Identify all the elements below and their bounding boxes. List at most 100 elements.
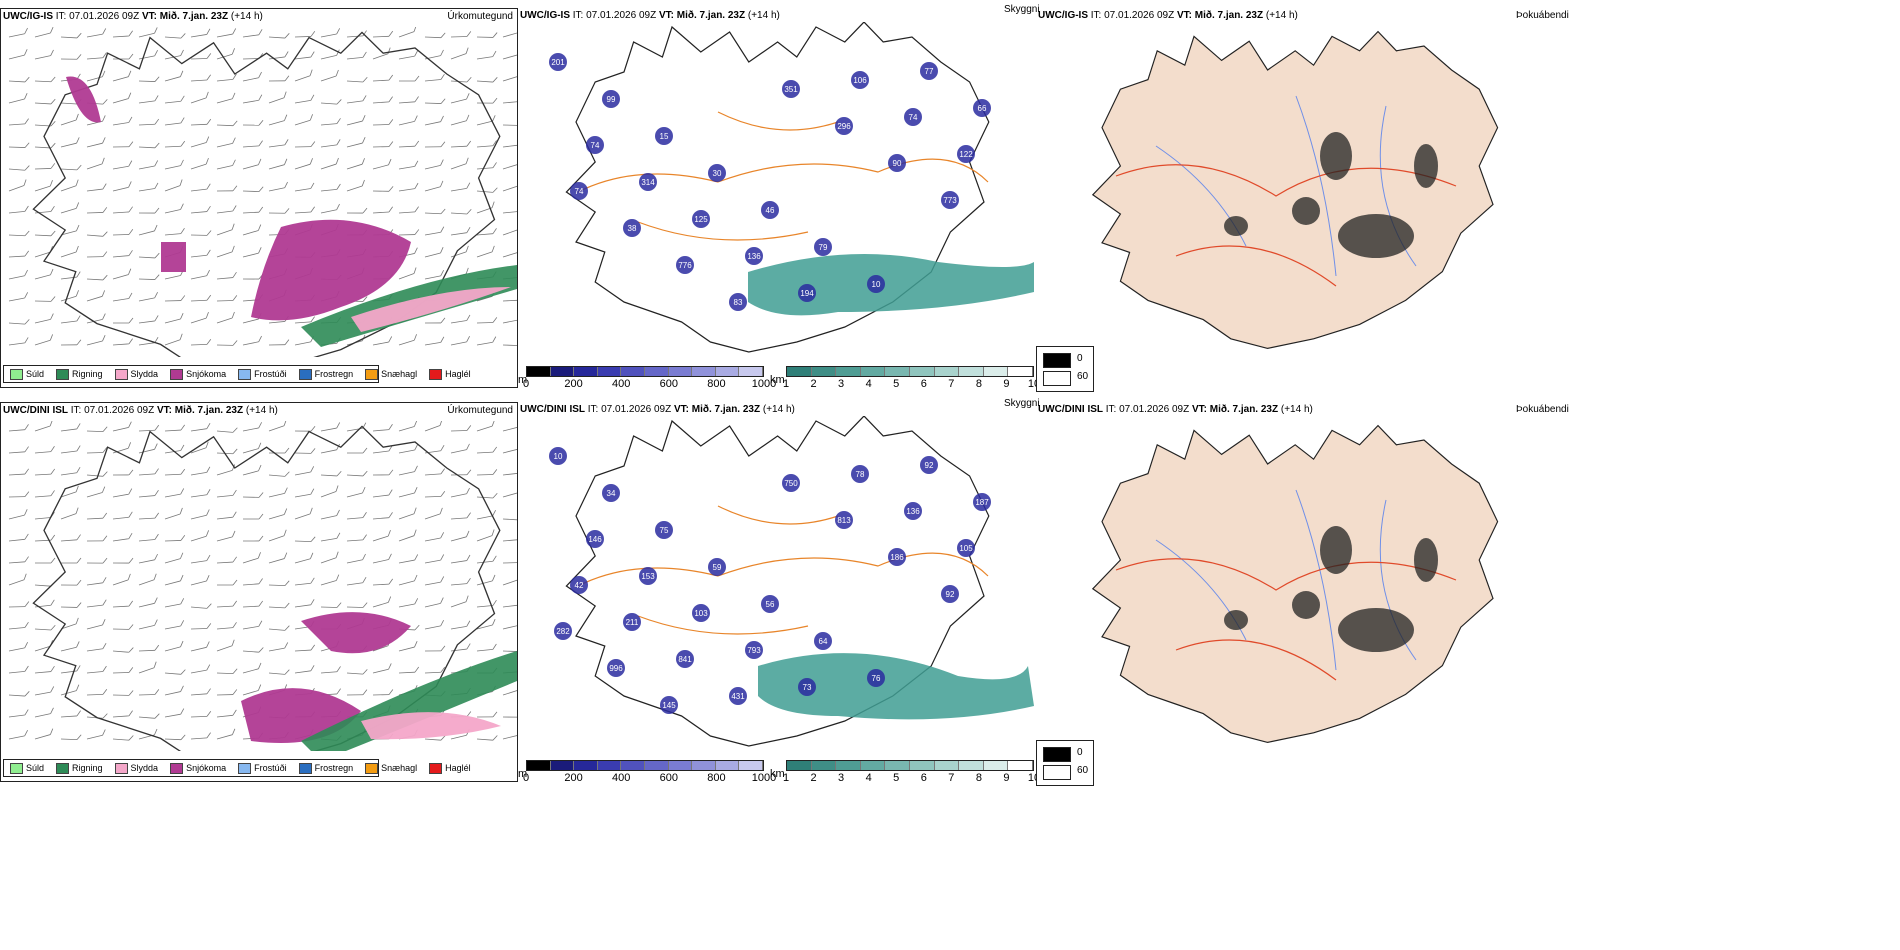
wind-barb xyxy=(138,489,159,498)
svg-text:77: 77 xyxy=(925,67,934,76)
wind-barb xyxy=(190,157,209,170)
wind-barb xyxy=(502,539,517,542)
wind-barb xyxy=(476,32,498,38)
wind-barb xyxy=(476,50,497,60)
wind-barb xyxy=(86,426,108,433)
fog-map xyxy=(1091,30,1499,350)
wind-barb xyxy=(112,532,133,542)
wind-barb xyxy=(242,335,262,346)
wind-barb xyxy=(450,425,472,432)
wind-barb xyxy=(8,292,29,302)
wind-barb xyxy=(268,642,289,652)
cloud-base-label: 776 xyxy=(676,256,694,274)
wind-barb xyxy=(502,75,517,82)
cloud-base-label: 145 xyxy=(660,696,678,714)
wind-barb xyxy=(372,119,394,126)
visibility-tick: 8 xyxy=(975,772,982,784)
legend-label: Haglél xyxy=(445,763,471,773)
wind-barb xyxy=(190,74,211,82)
wind-barb xyxy=(138,118,160,126)
wind-barb xyxy=(424,735,446,741)
wind-barb xyxy=(346,602,368,608)
cloud-base-label: 74 xyxy=(570,182,588,200)
wind-barb xyxy=(8,269,28,280)
wind-barb xyxy=(502,124,517,126)
precip-map xyxy=(8,421,517,751)
legend-label: Súld xyxy=(26,369,45,379)
wind-barb xyxy=(476,643,497,652)
wind-barb xyxy=(112,268,132,280)
wind-barb xyxy=(112,421,132,432)
wind-barb xyxy=(138,644,160,652)
wind-barb xyxy=(346,179,365,192)
wind-barb xyxy=(190,422,211,432)
wind-barb xyxy=(164,313,184,324)
wind-barb xyxy=(112,735,134,741)
wind-barb xyxy=(60,684,80,696)
wind-barb xyxy=(60,423,81,432)
wind-barb xyxy=(112,141,134,148)
wind-barb xyxy=(320,509,340,520)
wind-barb xyxy=(502,650,517,653)
legend-item: Frostregn xyxy=(298,368,353,380)
wind-barb xyxy=(398,554,419,564)
wind-barb xyxy=(190,183,211,192)
panel-header: UWC/DINI ISL IT: 07.01.2026 09Z VT: Mið.… xyxy=(3,405,278,416)
cloud-base-label: 73 xyxy=(798,678,816,696)
wind-barb xyxy=(190,509,210,520)
svg-text:314: 314 xyxy=(641,178,655,187)
fog-indicator-area xyxy=(1320,526,1352,574)
wind-barb xyxy=(398,96,419,104)
wind-barb xyxy=(190,339,212,346)
cloud-base-label: 136 xyxy=(904,502,922,520)
svg-text:996: 996 xyxy=(609,664,623,673)
wind-barb xyxy=(138,553,158,564)
cloud-base-label: 99 xyxy=(602,90,620,108)
wind-barb xyxy=(86,599,107,608)
wind-barb xyxy=(346,77,368,83)
wind-barb xyxy=(424,645,446,652)
wind-barb xyxy=(242,552,261,564)
wind-barb xyxy=(294,552,314,564)
svg-text:186: 186 xyxy=(890,553,904,562)
sleet-area xyxy=(351,287,511,332)
wind-barb xyxy=(190,311,209,324)
wind-barb xyxy=(34,446,55,454)
wind-barb xyxy=(242,29,263,38)
wind-barb xyxy=(346,115,366,126)
wind-barb xyxy=(216,622,237,630)
wind-barb xyxy=(450,335,470,346)
wind-barb xyxy=(320,574,340,586)
wind-barb xyxy=(8,691,30,697)
svg-text:841: 841 xyxy=(678,655,692,664)
svg-text:296: 296 xyxy=(837,122,851,131)
wind-barb xyxy=(424,226,445,236)
wind-barb xyxy=(372,47,391,60)
wind-barb xyxy=(398,115,418,126)
wind-barb xyxy=(450,314,471,324)
cloud-base-label: 187 xyxy=(973,493,991,511)
cloud-base-label: 146 xyxy=(586,530,604,548)
legend-item: Slydda xyxy=(114,762,158,774)
wind-barb xyxy=(164,535,186,542)
wind-barb xyxy=(242,247,262,258)
wind-barb xyxy=(424,247,444,258)
wind-barb xyxy=(424,270,445,280)
panel-header: UWC/DINI ISL IT: 07.01.2026 09Z VT: Mið.… xyxy=(1038,404,1313,415)
wind-barb xyxy=(112,488,133,498)
wind-barb xyxy=(164,734,186,741)
legend-item: Haglél xyxy=(429,368,471,380)
svg-text:38: 38 xyxy=(628,224,637,233)
wind-barb xyxy=(34,230,56,237)
wind-barb xyxy=(476,529,495,542)
svg-text:793: 793 xyxy=(747,646,761,655)
panel-header: UWC/IG-IS IT: 07.01.2026 09Z VT: Mið. 7.… xyxy=(3,11,263,22)
wind-barb xyxy=(502,211,517,214)
wind-barb xyxy=(86,335,106,346)
wind-barb xyxy=(190,554,211,564)
legend-item: Rigning xyxy=(56,368,103,380)
wind-barb xyxy=(34,98,56,105)
wind-barb xyxy=(294,69,313,82)
visibility-tick: 3 xyxy=(838,378,845,390)
legend-label: Súld xyxy=(26,763,45,773)
